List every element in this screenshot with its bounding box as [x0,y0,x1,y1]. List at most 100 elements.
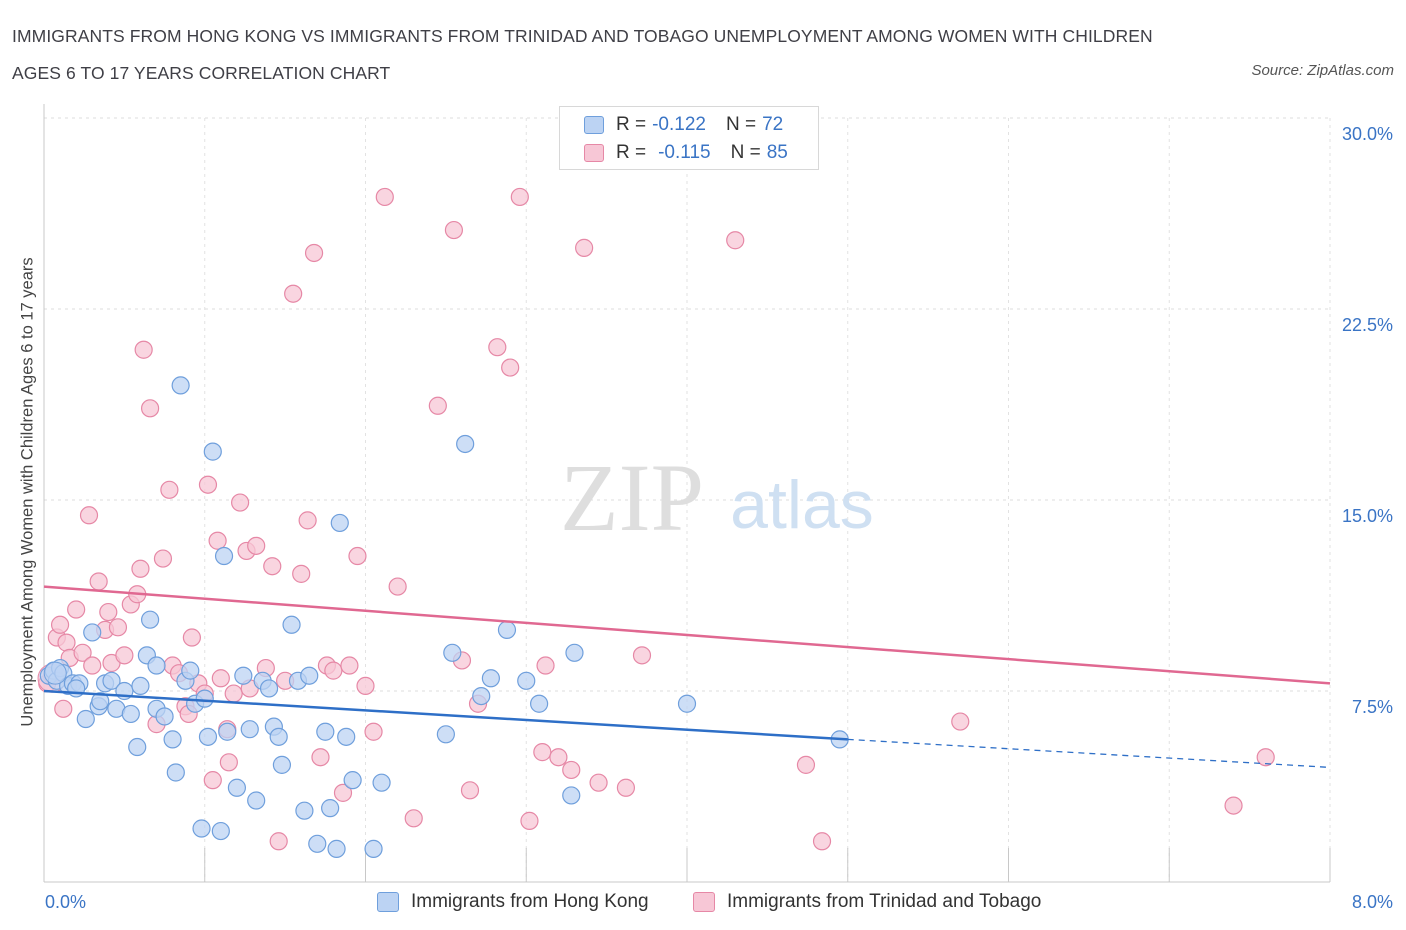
hong-kong-point [76,709,95,729]
legend-r-label: R = [616,142,647,163]
hong-kong-point [316,722,335,741]
hong-kong-point [481,669,500,688]
hong-kong-point [43,661,67,685]
hong-kong-point [166,763,185,782]
trinidad-point [224,684,243,703]
grid-lines [44,117,1331,882]
hong-kong-point [198,727,218,746]
hong-kong-point [121,704,140,724]
trinidad-point [616,778,636,797]
x-tick-label: 8.0% [1352,892,1393,912]
bottom-swatch-hong-kong [377,892,399,912]
hong-kong-point [131,676,150,696]
hong-kong-point [211,821,230,841]
trinidad-point [951,712,970,731]
hong-kong-point [234,666,253,685]
y-tick-label: 30.0% [1342,124,1393,144]
trinidad-point [428,396,447,415]
trinidad-point [140,399,160,418]
trinidad-point [231,493,250,512]
legend-r-value: -0.122 [652,114,706,135]
trinidad-point [57,633,76,652]
trinidad-point [219,753,238,772]
trinidad-point [510,187,529,207]
hong-kong-point [327,839,346,858]
trinidad-point [73,643,92,662]
hong-kong-point [227,778,246,797]
legend-r-value: -0.115 [658,142,711,163]
trinidad-point [404,809,423,828]
hong-kong-point [171,376,190,395]
hong-kong-point [337,727,356,746]
trinidad-point [311,748,330,767]
trinidad-point [1224,796,1243,815]
trend-lines [43,585,1331,769]
trinidad-point [284,284,303,303]
trinidad-point [292,564,311,583]
trinidad-point [131,559,150,578]
trinidad-point [533,743,552,762]
hong-kong-point [372,773,391,792]
watermark-atlas: atlas [730,467,874,543]
hong-kong-point [282,615,301,634]
legend-n-value: 85 [766,142,788,163]
hong-kong-point [83,623,102,642]
trinidad-point [89,572,108,591]
hong-kong-point [436,725,455,744]
trinidad-point [211,669,230,688]
trinidad-point [99,602,118,622]
legend-swatch-trinidad [584,144,604,162]
trinidad-point [108,618,128,637]
trinidad-point [115,646,134,665]
trinidad-point [589,773,608,792]
trinidad-point [726,231,745,250]
trinidad-point [298,511,317,530]
hong-kong-point [140,610,160,629]
bottom-legend-trinidad: Immigrants from Trinidad and Tobago [693,890,1041,914]
trinidad-point [134,340,153,359]
trinidad-point [198,475,218,494]
trinidad-point [444,220,464,240]
hong-kong-point [295,801,314,820]
bottom-legend-label-hong-kong: Immigrants from Hong Kong [411,891,649,912]
chart-title: IMMIGRANTS FROM HONG KONG VS IMMIGRANTS … [12,26,1153,83]
trinidad-point [388,577,407,596]
trinidad-point [83,656,102,675]
hong-kong-point [102,671,121,690]
legend-row-hong-kong: R = -0.122 N = 72 [584,114,783,136]
trinidad-point [632,646,652,665]
trinidad-point [549,748,568,767]
source-label: Source: ZipAtlas.com [1251,62,1394,79]
trinidad-point [375,187,394,207]
trinidad-point [269,832,288,851]
trinidad-point [575,238,594,257]
trinidad-point [520,811,539,830]
trinidad-point [501,358,520,377]
hong-kong-point [565,643,584,662]
legend-n-label: N = [725,114,757,135]
trinidad-point [348,546,367,566]
hong-kong-point [364,839,383,858]
trinidad-point [364,722,383,741]
trinidad-point [536,656,555,675]
trinidad-point [54,699,73,718]
trinidad-point [488,338,507,357]
hong-kong-point [181,661,200,680]
trinidad-point [812,832,832,851]
y-tick-label: 22.5% [1342,315,1393,335]
hong-kong-point [147,656,166,675]
hong-kong-point [128,737,147,757]
hong-kong-point [192,819,211,838]
trinidad-point [263,557,282,576]
hong-kong-point [195,689,214,708]
hong-kong-point [214,546,234,566]
legend-n-label: N = [730,142,761,163]
hong-kong-point [456,434,475,454]
trinidad-point [324,661,343,680]
trinidad-point [160,480,179,499]
legend-n-value: 72 [762,114,784,135]
hong-kong-point [247,791,266,810]
trinidad-point [562,760,581,780]
trinidad-point [460,781,480,800]
tick-labels: 7.5% 15.0% 22.5% 30.0% 0.0% 8.0% [45,124,1393,912]
